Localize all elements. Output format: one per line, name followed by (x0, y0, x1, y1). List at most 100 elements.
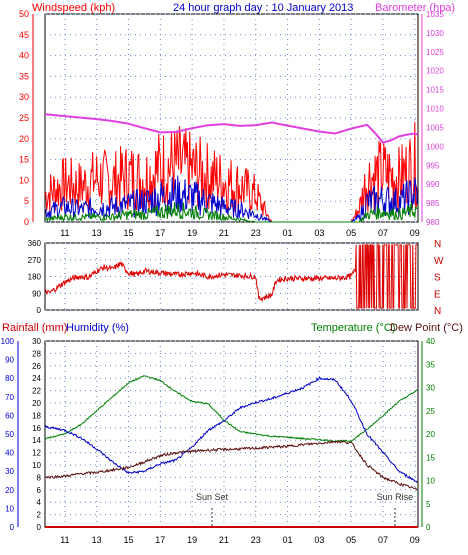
chart-title: 24 hour graph day : 10 January 2013 (173, 2, 353, 14)
panel3-x-tick-0: 11 (60, 535, 69, 545)
panel1-x-tick-8: 03 (314, 228, 324, 238)
wind-direction-line (44, 244, 418, 309)
wind-y-tick-8: 40 (19, 51, 29, 61)
rain-y-tick-5: 10 (32, 461, 41, 470)
baro-y-tick-7: 1015 (426, 86, 444, 95)
baro-y-tick-0: 980 (426, 218, 440, 227)
barometer-axis-title: Barometer (hpa) (375, 2, 455, 14)
rain-y-tick-1: 2 (37, 511, 42, 520)
temp-humidity-panel: 0246810121416182022242628300102030405060… (1, 337, 436, 545)
compass-label-0: N (434, 239, 441, 250)
wind-y-tick-3: 15 (19, 155, 29, 165)
panel3-frame (44, 340, 419, 528)
compass-label-1: W (434, 256, 444, 267)
baro-y-tick-3: 995 (426, 161, 440, 170)
rain-y-tick-11: 22 (32, 387, 41, 396)
direction-y-tick-0: 0 (37, 306, 42, 315)
humidity-y-tick-8: 80 (5, 374, 14, 383)
barometer-line (44, 113, 419, 144)
humidity-y-tick-4: 40 (5, 449, 14, 458)
temperature-axis-title: Temperature (°C) (311, 322, 395, 334)
humidity-y-tick-3: 30 (5, 467, 14, 476)
rain-y-tick-4: 8 (37, 473, 42, 482)
direction-y-tick-6: 270 (28, 256, 42, 265)
compass-label-4: N (434, 306, 441, 317)
wind-gust-line (44, 121, 418, 223)
panel1-x-tick-5: 21 (219, 228, 229, 238)
panel1-x-tick-11: 09 (410, 228, 420, 238)
panel1-x-tick-10: 07 (378, 228, 388, 238)
baro-y-tick-5: 1005 (426, 123, 444, 132)
humidity-y-tick-9: 90 (5, 356, 14, 365)
humidity-y-tick-6: 60 (5, 411, 14, 420)
wind-y-tick-6: 30 (19, 92, 29, 102)
humidity-y-tick-0: 0 (10, 523, 15, 532)
panel1-x-tick-3: 17 (155, 228, 165, 238)
panel3-x-tick-6: 23 (251, 535, 261, 545)
dewpoint-line (44, 439, 418, 491)
humidity-line (44, 376, 418, 484)
panel3-x-tick-9: 05 (346, 535, 356, 545)
baro-y-tick-4: 1000 (426, 142, 444, 151)
panel1-x-tick-4: 19 (187, 228, 197, 238)
baro-y-tick-2: 990 (426, 180, 440, 189)
wind-average-line (44, 175, 418, 223)
temp-y-tick-5: 25 (426, 407, 435, 416)
panel3-x-tick-4: 19 (187, 535, 197, 545)
temp-y-tick-4: 20 (426, 430, 435, 439)
rain-y-tick-2: 4 (37, 498, 42, 507)
panel3-x-tick-3: 17 (155, 535, 165, 545)
compass-label-3: E (434, 289, 441, 300)
temp-y-tick-3: 15 (426, 453, 435, 462)
panel1-x-tick-9: 05 (346, 228, 356, 238)
panel3-x-tick-2: 15 (123, 535, 133, 545)
wind-y-tick-2: 10 (19, 175, 29, 185)
panel1-x-tick-1: 13 (92, 228, 102, 238)
panel3-x-tick-11: 09 (410, 535, 420, 545)
panel1-x-tick-7: 01 (283, 228, 293, 238)
direction-y-tick-2: 90 (32, 289, 41, 298)
rain-y-tick-7: 14 (32, 436, 41, 445)
sunrise-annotation: Sun Rise (377, 492, 414, 502)
rain-y-tick-6: 12 (32, 449, 41, 458)
humidity-y-tick-10: 100 (1, 337, 15, 346)
wind-y-tick-4: 20 (19, 134, 29, 144)
wind-barometer-panel: 0510152025303540455098098599099510001005… (19, 9, 444, 238)
windspeed-axis-title: Windspeed (kph) (32, 2, 115, 14)
wind-y-tick-7: 35 (19, 71, 29, 81)
dewpoint-axis-title: Dew Point (°C) (390, 322, 463, 334)
rain-y-tick-15: 30 (32, 337, 41, 346)
temp-y-tick-1: 5 (426, 500, 431, 509)
temp-y-tick-2: 10 (426, 477, 435, 486)
baro-y-tick-10: 1030 (426, 29, 444, 38)
rain-y-tick-12: 24 (32, 374, 41, 383)
panel3-x-tick-1: 13 (92, 535, 102, 545)
wind-y-tick-9: 45 (19, 30, 29, 40)
baro-y-tick-8: 1020 (426, 67, 444, 76)
wind-y-tick-1: 5 (24, 196, 29, 206)
humidity-y-tick-1: 10 (5, 504, 14, 513)
rain-y-tick-0: 0 (37, 523, 42, 532)
panel3-x-tick-10: 07 (378, 535, 388, 545)
panel1-x-tick-6: 23 (251, 228, 261, 238)
temperature-line (44, 375, 418, 443)
compass-label-2: S (434, 273, 441, 284)
wind-y-tick-5: 25 (19, 113, 29, 123)
temp-y-tick-0: 0 (426, 523, 431, 532)
baro-y-tick-6: 1010 (426, 105, 444, 114)
panel3-x-tick-7: 01 (283, 535, 293, 545)
panel1-x-tick-0: 11 (60, 228, 69, 238)
baro-y-tick-9: 1025 (426, 48, 444, 57)
wind-y-tick-0: 0 (24, 217, 29, 227)
panel1-x-tick-2: 15 (123, 228, 133, 238)
rainfall-axis-title: Rainfall (mm) (2, 322, 67, 334)
rain-y-tick-10: 20 (32, 399, 41, 408)
direction-y-tick-4: 180 (28, 273, 42, 282)
wind-y-tick-10: 50 (19, 9, 29, 19)
rain-y-tick-3: 6 (37, 486, 42, 495)
rain-y-tick-14: 28 (32, 349, 41, 358)
baro-y-tick-11: 1035 (426, 10, 444, 19)
rain-y-tick-9: 18 (32, 411, 41, 420)
humidity-y-tick-2: 20 (5, 486, 14, 495)
